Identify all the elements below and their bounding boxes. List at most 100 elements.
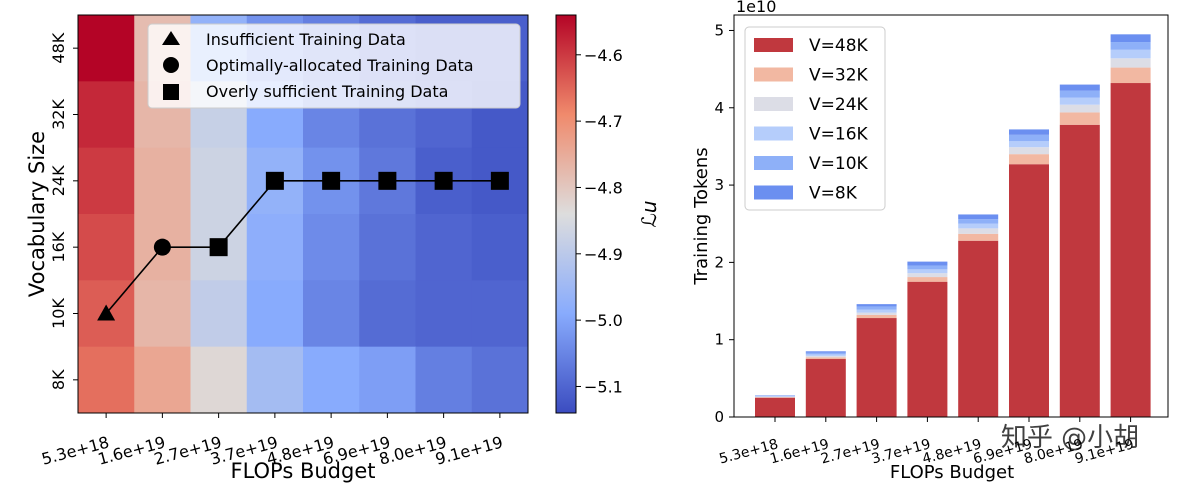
heatmap-cell xyxy=(303,346,360,414)
square-marker xyxy=(209,238,228,257)
bar-y-tick-label: 5 xyxy=(714,21,724,39)
bar-segment xyxy=(1059,104,1100,113)
heatmap-cell xyxy=(303,280,360,348)
bar-segment xyxy=(755,397,795,417)
colorbar-tick-label: −4.6 xyxy=(584,46,623,65)
heatmap-cell xyxy=(78,214,135,281)
bar-segment xyxy=(805,354,846,356)
bar-segment xyxy=(1009,129,1049,135)
legend-box xyxy=(147,23,521,109)
heatmap-cell xyxy=(78,81,135,149)
colorbar-label: ℒu xyxy=(637,200,661,227)
heatmap-cell xyxy=(246,346,304,414)
bar-segment xyxy=(805,351,846,353)
colorbar-tick-label: −5.0 xyxy=(584,311,623,330)
bar-segment xyxy=(958,233,999,241)
heatmap-cell xyxy=(471,346,529,414)
heatmap-cell xyxy=(190,280,248,348)
bar-y-axis-label: Training Tokens xyxy=(691,147,712,285)
heatmap-cell xyxy=(134,280,191,348)
legend-swatch xyxy=(754,185,793,200)
bar-segment xyxy=(1009,134,1049,142)
heatmap-cell xyxy=(246,214,304,281)
bar-segment xyxy=(1059,90,1100,98)
heatmap-x-axis-label: FLOPs Budget xyxy=(230,459,375,483)
heatmap-cell xyxy=(359,280,416,348)
bar-segment xyxy=(1059,124,1100,418)
heatmap-cell xyxy=(415,346,473,414)
heatmap-y-tick-label: 10K xyxy=(49,298,68,329)
bar-segment xyxy=(1110,49,1151,59)
bar-segment xyxy=(1059,112,1100,125)
bar-segment xyxy=(805,352,846,355)
bar-segment xyxy=(805,355,846,358)
legend-triangle-marker xyxy=(162,31,180,45)
circle-marker xyxy=(153,238,171,256)
bar-segment xyxy=(856,312,897,315)
bar-legend: V=48K V=32K V=24K V=16K V=10K V=8K xyxy=(744,26,886,211)
legend-series-label: V=8K xyxy=(809,184,858,204)
heatmap-cell xyxy=(190,346,248,414)
bar-x-axis-label: FLOPs Budget xyxy=(890,462,1014,483)
bar-offset-label: 1e10 xyxy=(736,0,776,16)
heatmap-y-tick-label: 24K xyxy=(49,165,68,196)
bar-segment xyxy=(1009,141,1049,148)
colorbar: −4.6 −4.7 −4.8 −4.9 −5.0 −5.1 ℒu xyxy=(555,14,661,414)
heatmap-cell xyxy=(303,214,360,281)
heatmap-y-tick-label: 8K xyxy=(49,369,68,390)
bar-segment xyxy=(856,304,897,307)
heatmap-frame xyxy=(77,14,529,414)
bar-segment xyxy=(1009,154,1049,165)
heatmap-cell xyxy=(415,214,473,281)
optimal-vocab-line xyxy=(105,180,500,315)
square-marker xyxy=(434,171,453,190)
bar-segment xyxy=(907,269,948,274)
bar-y-tick-label: 3 xyxy=(714,176,724,194)
bar-segment xyxy=(958,219,999,224)
heatmap-y-axis-label: Vocabulary Size xyxy=(25,131,49,297)
bar-segment xyxy=(805,359,846,417)
heatmap-cell xyxy=(471,280,529,348)
bar-y-tick-label: 2 xyxy=(714,253,724,271)
colorbar-frame xyxy=(555,14,577,414)
legend-circle-marker xyxy=(163,57,179,73)
bar-segment xyxy=(856,306,897,310)
colorbar-tick-label: −5.1 xyxy=(584,377,623,396)
bar-chart-panel: 5.3e+181.6e+192.7e+193.7e+194.8e+196.9e+… xyxy=(691,0,1169,483)
bar-segment xyxy=(1009,147,1049,155)
heatmap-cell xyxy=(78,147,135,215)
legend-label-insufficient: Insufficient Training Data xyxy=(206,30,406,49)
heatmap-cell xyxy=(134,346,191,414)
bar-segment xyxy=(907,265,948,270)
bar-segment xyxy=(958,240,999,417)
bar-segment xyxy=(856,318,897,417)
bar-y-tick-label: 0 xyxy=(714,408,724,426)
watermark: 知乎 @小胡 xyxy=(1001,423,1139,453)
heatmap-cell xyxy=(78,346,135,414)
legend-series-label: V=48K xyxy=(809,36,869,56)
triangle-marker xyxy=(97,304,116,321)
heatmap-cell xyxy=(471,214,529,281)
bar-segment xyxy=(1009,164,1049,417)
heatmap-y-tick-label: 32K xyxy=(49,99,68,130)
legend-label-overly: Overly sufficient Training Data xyxy=(206,82,448,101)
bar-segment xyxy=(958,223,999,229)
bar-segment xyxy=(958,214,999,220)
heatmap-cell xyxy=(415,280,473,348)
bar-segment xyxy=(856,314,897,319)
legend-swatch xyxy=(754,97,793,111)
bar-segment xyxy=(907,281,948,417)
heatmap-cell xyxy=(246,280,304,348)
colorbar-tick-label: −4.8 xyxy=(584,178,623,197)
square-marker xyxy=(490,171,509,190)
bar-segment xyxy=(1059,97,1100,105)
legend-series-label: V=10K xyxy=(809,154,869,174)
bar-segment xyxy=(907,277,948,282)
legend-label-optimal: Optimally-allocated Training Data xyxy=(206,56,474,75)
colorbar-tick-label: −4.9 xyxy=(584,245,623,264)
legend-series-label: V=24K xyxy=(809,95,869,115)
bar-segment xyxy=(1110,34,1151,43)
bar-segment xyxy=(1110,42,1151,50)
square-marker xyxy=(265,171,284,190)
bar-chart-frame xyxy=(733,14,1169,418)
